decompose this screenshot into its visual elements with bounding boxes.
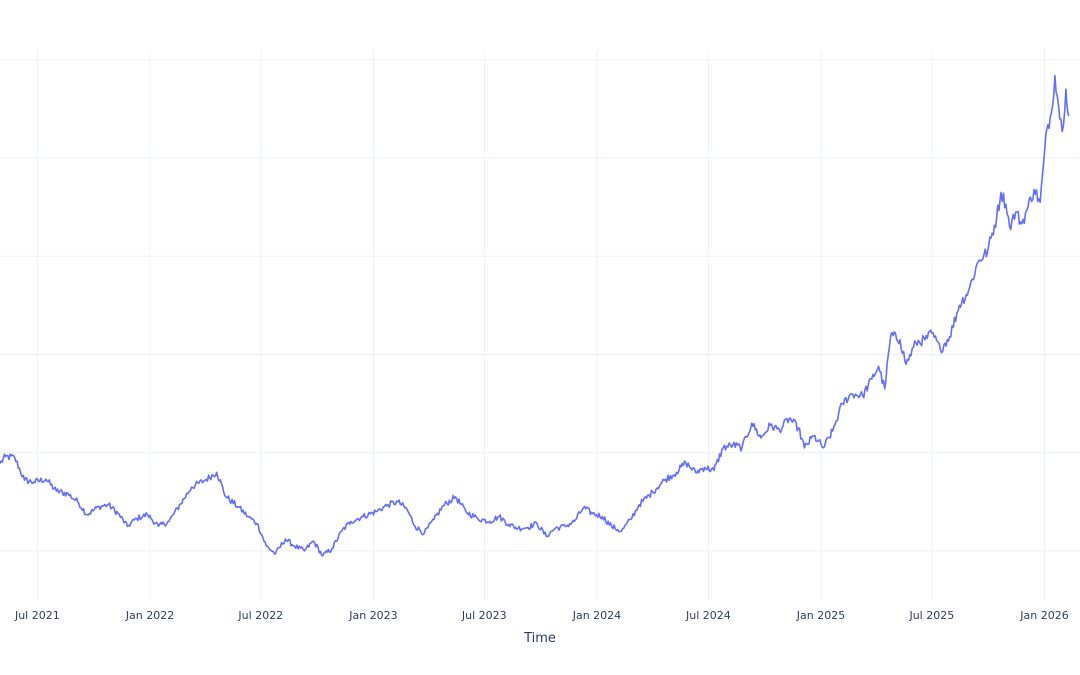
x-tick-label: Jan 2024 — [572, 609, 621, 622]
x-tick-label: Jul 2023 — [461, 609, 507, 622]
x-tick-label: Jan 2022 — [125, 609, 174, 622]
x-tick-label: Jan 2026 — [1019, 609, 1068, 622]
series-group — [0, 74, 1070, 557]
x-tick-label: Jul 2021 — [14, 609, 60, 622]
x-tick-label: Jan 2025 — [796, 609, 845, 622]
series-line — [0, 74, 1070, 557]
plot-background — [0, 50, 1080, 600]
x-tick-label: Jul 2025 — [908, 609, 954, 622]
x-tick-labels: Jul 2021 Jan 2022 Jul 2022 Jan 2023 Jul 2023… — [14, 609, 1069, 622]
x-axis-title: Time — [523, 631, 556, 646]
x-tick-label: Jul 2022 — [237, 609, 283, 622]
x-tick-label: Jan 2023 — [348, 609, 397, 622]
gridlines — [0, 50, 1080, 600]
x-tick-label: Jul 2024 — [685, 609, 731, 622]
